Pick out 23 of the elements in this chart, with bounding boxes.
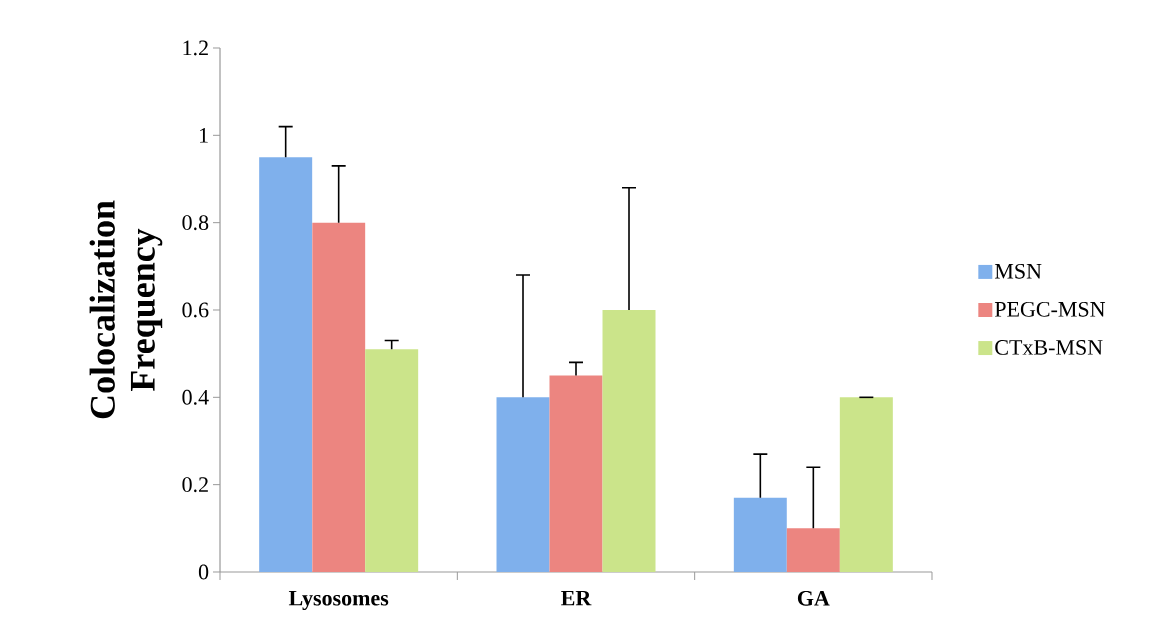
bar: [496, 397, 550, 572]
bar: [839, 397, 893, 572]
x-tick-label: Lysosomes: [288, 590, 389, 611]
x-tick-label: ER: [561, 590, 592, 606]
bar: [733, 497, 787, 572]
y-tick-label: 0.2: [182, 477, 208, 493]
bar: [602, 309, 656, 572]
y-tick-label: 1: [200, 128, 208, 143]
legend-label: MSN: [994, 263, 1042, 279]
bar: [259, 157, 313, 572]
y-tick-label: 1.2: [183, 40, 208, 56]
legend-label: CTxB-MSN: [995, 340, 1103, 355]
y-tick-label: 0.4: [182, 389, 209, 405]
y-tick-label: 0: [198, 564, 209, 580]
x-tick-label: GA: [797, 590, 830, 606]
bar: [549, 375, 603, 572]
y-tick-label: 0.8: [182, 215, 209, 231]
y-tick-label: 0.6: [182, 302, 209, 318]
legend-label: PEGC-MSN: [994, 301, 1106, 317]
bar: [786, 528, 840, 572]
y-axis-title: Colocalization Frequency: [89, 200, 163, 419]
bar: [365, 349, 419, 572]
bar: [312, 222, 366, 572]
